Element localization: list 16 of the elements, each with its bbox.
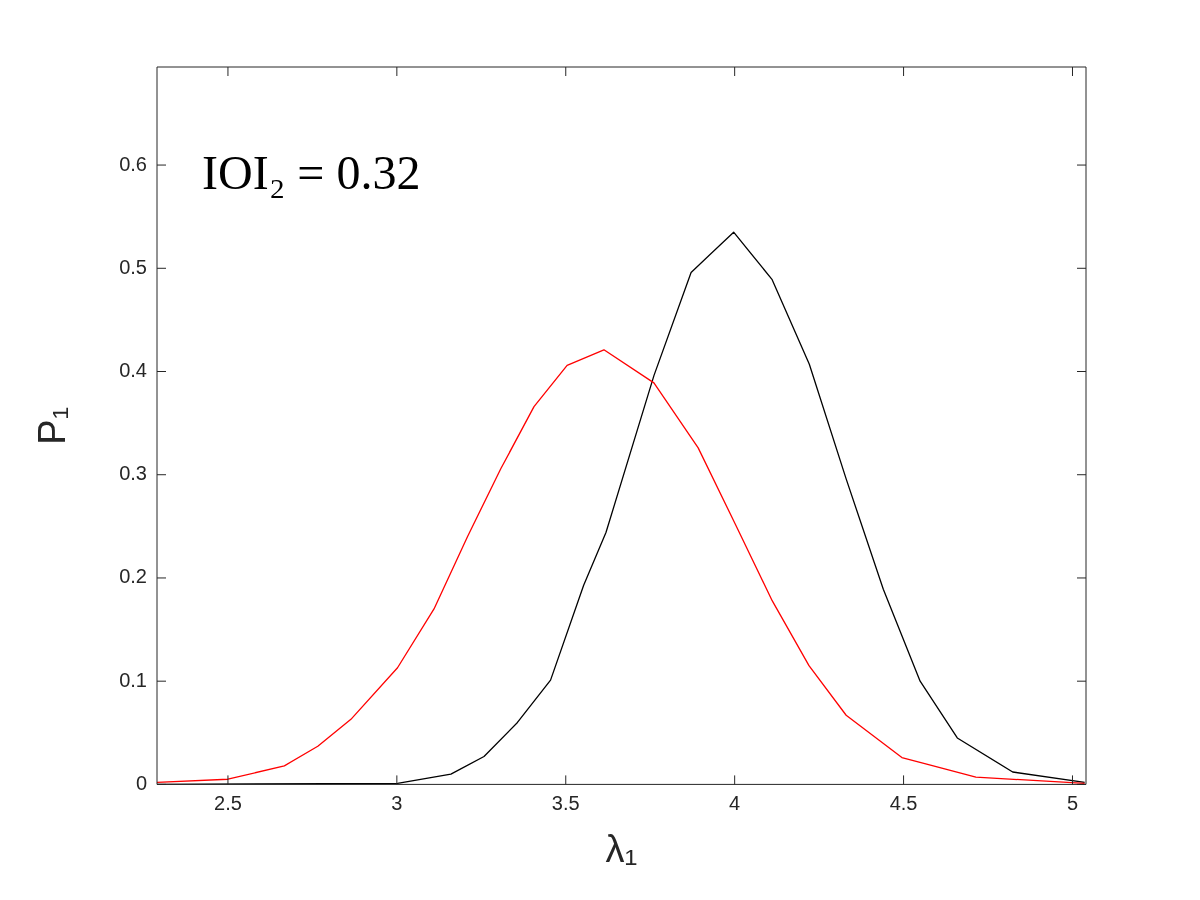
y-tick-label: 0 [135,771,147,794]
y-axis-title: P₁ [31,406,74,445]
y-tick-label: 0.5 [119,255,147,278]
y-tick-label: 0.3 [119,462,147,485]
annotation: IOI₂ = 0.32 [202,146,421,199]
x-tick-label: 3.5 [551,791,580,814]
x-axis-title: λ₁ [605,827,638,870]
y-tick-label: 0.4 [119,359,147,382]
y-tick-label: 0.2 [119,565,147,588]
x-tick-label: 4 [729,791,741,814]
x-tick-label: 5 [1066,791,1079,814]
x-tick-label: 2.5 [214,791,242,814]
y-tick-label: 0.1 [119,668,147,691]
x-tick-label: 3 [391,791,403,814]
y-tick-label: 0.6 [119,152,147,175]
x-tick-label: 4.5 [889,791,918,814]
